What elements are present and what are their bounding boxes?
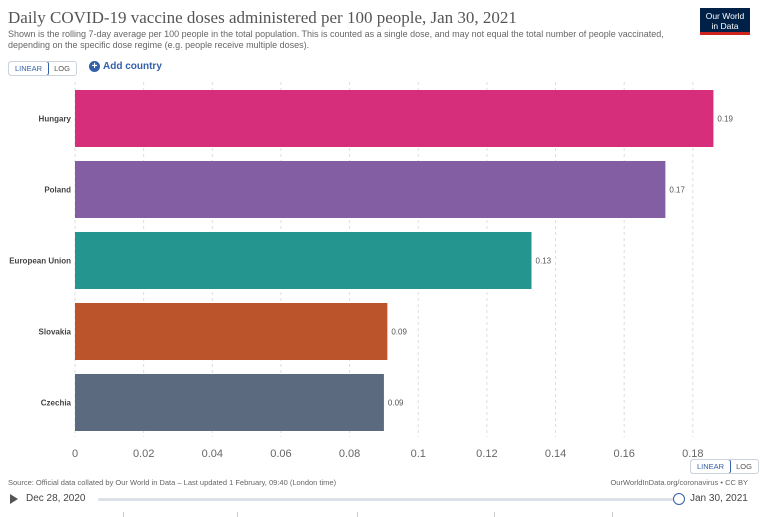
category-label: European Union — [9, 257, 71, 266]
add-country-label: Add country — [103, 61, 162, 72]
x-tick-label: 0.02 — [133, 448, 154, 460]
value-label: 0.09 — [388, 399, 404, 408]
logo-line-1: Our World — [705, 11, 745, 21]
category-label: Czechia — [41, 399, 72, 408]
category-label: Hungary — [39, 115, 72, 124]
linear-scale-button[interactable]: LINEAR — [8, 62, 50, 75]
category-label: Poland — [44, 186, 71, 195]
log-scale-button[interactable]: LOG — [54, 64, 70, 73]
x-tick-label: 0 — [72, 448, 78, 460]
plus-icon: + — [89, 61, 100, 72]
x-tick-label: 0.16 — [613, 448, 634, 460]
value-label: 0.13 — [536, 257, 552, 266]
timeline-handle[interactable] — [673, 493, 685, 505]
value-label: 0.19 — [717, 115, 733, 124]
source-note[interactable]: Source: Official data collated by Our Wo… — [8, 478, 337, 487]
x-tick-label: 0.18 — [682, 448, 703, 460]
x-log-scale-button[interactable]: LOG — [736, 462, 752, 471]
bar — [75, 232, 532, 289]
bar — [75, 161, 666, 218]
bar-chart: 0 0.02 0.04 0.06 0.08 0.1 0.12 0.14 0.16 0.18 Hung… — [9, 82, 734, 460]
chart-subtitle: Shown is the rolling 7-day average per 1… — [8, 29, 664, 50]
timeline-ticks — [0, 510, 760, 517]
timeline[interactable]: Dec 28, 2020 Jan 30, 2021 — [0, 490, 760, 510]
timeline-end-date: Jan 30, 2021 — [690, 493, 748, 504]
x-tick-label: 0.08 — [339, 448, 360, 460]
add-country-button[interactable]: + Add country — [89, 61, 162, 72]
owid-logo[interactable]: Our World in Data — [700, 8, 750, 35]
footer-url[interactable]: OurWorldInData.org/coronavirus • CC BY — [610, 478, 748, 487]
x-tick-label: 0.1 — [411, 448, 426, 460]
bar — [75, 303, 388, 360]
logo-line-2: in Data — [711, 21, 739, 31]
bar — [75, 90, 714, 147]
chart-title: Daily COVID-19 vaccine doses administere… — [8, 8, 517, 27]
x-tick-label: 0.12 — [476, 448, 497, 460]
value-label: 0.17 — [669, 186, 685, 195]
bar — [75, 374, 384, 431]
timeline-start-date: Dec 28, 2020 — [26, 493, 86, 504]
x-tick-label: 0.06 — [270, 448, 291, 460]
value-label: 0.09 — [391, 328, 407, 337]
x-tick-label: 0.14 — [545, 448, 566, 460]
category-label: Slovakia — [39, 328, 72, 337]
play-icon[interactable] — [10, 494, 18, 504]
x-tick-label: 0.04 — [202, 448, 223, 460]
timeline-track[interactable] — [98, 498, 680, 501]
x-scale-toggle[interactable]: LINEAR LOG — [690, 459, 759, 474]
x-linear-scale-button[interactable]: LINEAR — [690, 460, 732, 473]
scale-toggle[interactable]: LINEAR LOG — [8, 61, 77, 76]
